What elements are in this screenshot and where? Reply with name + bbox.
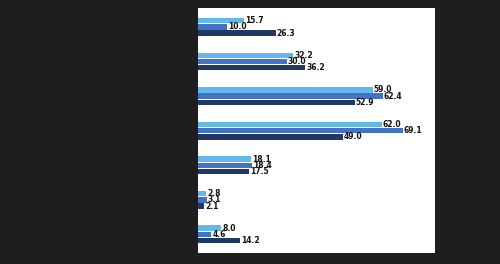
- Bar: [198, 65, 305, 70]
- Bar: [198, 238, 239, 243]
- Text: 62.0: 62.0: [383, 120, 402, 129]
- Text: 10.0: 10.0: [228, 22, 247, 31]
- Bar: [198, 156, 251, 162]
- Bar: [198, 225, 221, 231]
- Bar: [198, 128, 402, 133]
- Text: 26.3: 26.3: [277, 29, 295, 38]
- Bar: [198, 18, 244, 23]
- Bar: [198, 232, 211, 237]
- Text: 69.1: 69.1: [404, 126, 422, 135]
- Bar: [198, 24, 227, 30]
- Bar: [198, 134, 343, 140]
- Text: 3.1: 3.1: [208, 195, 222, 204]
- Bar: [198, 197, 206, 202]
- Text: 14.2: 14.2: [241, 236, 260, 245]
- Text: 30.0: 30.0: [288, 57, 306, 66]
- Text: 15.7: 15.7: [246, 16, 264, 25]
- Text: 59.0: 59.0: [374, 85, 392, 94]
- Text: 2.8: 2.8: [207, 189, 220, 198]
- Text: 17.5: 17.5: [250, 167, 270, 176]
- Text: 32.2: 32.2: [294, 51, 313, 60]
- Text: 52.9: 52.9: [356, 98, 374, 107]
- Bar: [198, 163, 252, 168]
- Bar: [198, 30, 276, 36]
- Bar: [198, 191, 206, 196]
- Bar: [198, 93, 383, 99]
- Bar: [198, 87, 372, 93]
- Bar: [198, 53, 293, 58]
- Text: 18.1: 18.1: [252, 154, 271, 163]
- Text: 49.0: 49.0: [344, 133, 363, 142]
- Text: 62.4: 62.4: [384, 92, 402, 101]
- Bar: [198, 100, 354, 105]
- Text: 18.4: 18.4: [254, 161, 272, 170]
- Text: 2.1: 2.1: [205, 202, 218, 211]
- Bar: [198, 169, 250, 174]
- Bar: [198, 203, 203, 209]
- Bar: [198, 122, 382, 127]
- Text: 36.2: 36.2: [306, 63, 325, 72]
- Bar: [198, 59, 286, 64]
- Text: 8.0: 8.0: [222, 224, 236, 233]
- Text: 4.6: 4.6: [212, 230, 226, 239]
